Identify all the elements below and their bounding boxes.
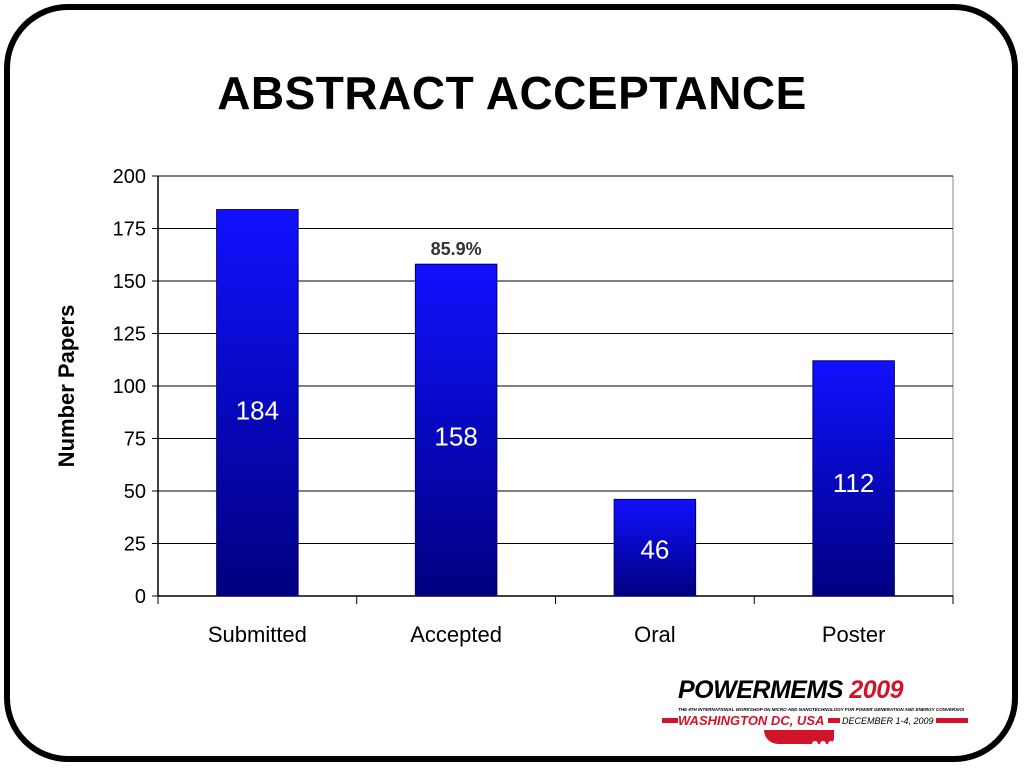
y-axis-label: Number Papers (54, 305, 79, 468)
bar-submitted (216, 209, 299, 597)
bar-accepted (414, 263, 498, 597)
data-label: 46 (640, 535, 669, 565)
y-tick-label: 0 (135, 586, 146, 608)
logo-dots (812, 734, 836, 752)
slide-title: ABSTRACT ACCEPTANCE (217, 67, 807, 119)
y-tick-label: 25 (124, 534, 146, 556)
y-tick-label: 50 (124, 481, 146, 503)
y-tick-label: 75 (124, 429, 146, 451)
data-label: 184 (236, 396, 279, 426)
logo-word-power: POWER (678, 676, 770, 704)
logo-tagline: THE 9TH INTERNATIONAL WORKSHOP ON MICRO … (678, 707, 964, 712)
x-tick-label: Submitted (208, 622, 307, 647)
y-tick-label: 125 (113, 324, 146, 346)
x-tick-label: Oral (634, 622, 676, 647)
data-label: 158 (434, 422, 477, 452)
bar-oral (613, 498, 697, 597)
y-tick-label: 200 (113, 166, 146, 188)
y-tick-label: 100 (113, 376, 146, 398)
y-tick-label: 150 (113, 271, 146, 293)
x-tick-label: Accepted (410, 622, 502, 647)
bar-poster (812, 360, 895, 597)
logo-word-mems: MEMS (769, 676, 844, 704)
logo-wordmark: POWERMEMS 2009 (678, 676, 904, 705)
powermems-logo: POWERMEMS 2009 THE 9TH INTERNATIONAL WOR… (662, 676, 972, 754)
logo-red-tab (764, 730, 834, 744)
x-tick-label: Poster (822, 622, 886, 647)
y-tick-label: 175 (113, 219, 146, 241)
annotation-label: 85.9% (431, 239, 482, 259)
logo-location: WASHINGTON DC, USA (678, 713, 829, 728)
logo-year: 2009 (849, 676, 904, 704)
logo-dates: DECEMBER 1-4, 2009 (840, 716, 936, 726)
data-label: 112 (833, 468, 874, 498)
